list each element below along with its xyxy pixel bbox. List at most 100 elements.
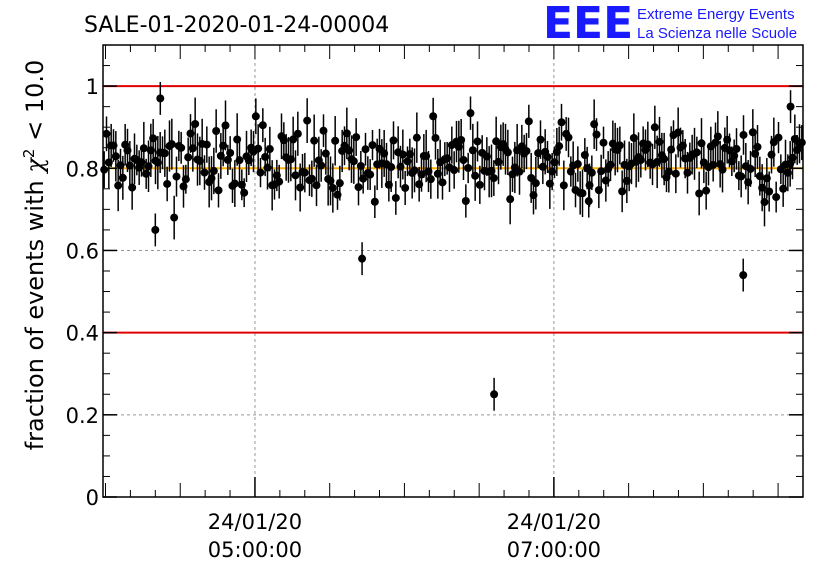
data-point bbox=[235, 156, 244, 165]
data-point bbox=[746, 164, 755, 173]
data-point bbox=[389, 136, 398, 145]
data-point bbox=[352, 133, 361, 142]
data-point bbox=[753, 142, 762, 151]
data-point bbox=[573, 160, 582, 169]
y-tick-label: 0 bbox=[86, 486, 99, 510]
data-point bbox=[230, 179, 239, 188]
x-tick-label-time: 05:00:00 bbox=[208, 538, 302, 562]
data-point bbox=[307, 174, 316, 183]
data-point bbox=[564, 133, 573, 142]
data-point bbox=[160, 149, 169, 158]
data-point bbox=[692, 148, 701, 157]
data-point bbox=[128, 183, 137, 192]
data-point bbox=[300, 168, 309, 177]
data-point bbox=[522, 147, 531, 156]
data-point bbox=[615, 141, 624, 150]
data-point bbox=[366, 170, 375, 179]
data-point bbox=[660, 155, 669, 164]
data-point bbox=[156, 94, 165, 103]
data-point bbox=[587, 168, 596, 177]
data-point bbox=[695, 189, 704, 198]
y-axis-label-suffix: < 10.0 bbox=[21, 60, 49, 149]
data-point bbox=[618, 187, 627, 196]
y-tick-label: 0.2 bbox=[66, 404, 99, 428]
grid bbox=[103, 45, 803, 497]
data-point bbox=[713, 132, 722, 141]
data-point bbox=[275, 177, 284, 186]
data-point bbox=[459, 155, 468, 164]
data-point bbox=[597, 167, 606, 176]
data-point bbox=[765, 187, 774, 196]
data-point bbox=[709, 160, 718, 169]
data-point bbox=[464, 164, 473, 173]
data-point bbox=[450, 166, 459, 175]
data-point bbox=[503, 148, 512, 157]
data-point bbox=[163, 179, 172, 188]
eee-logo: EEE Extreme Energy Events La Scienza nel… bbox=[543, 0, 797, 49]
data-point bbox=[293, 129, 302, 138]
data-point bbox=[387, 163, 396, 172]
data-point bbox=[254, 144, 263, 153]
y-axis-label-superscript: 2 bbox=[20, 149, 38, 159]
data-point bbox=[303, 116, 312, 125]
y-tick-label: 0.4 bbox=[66, 322, 99, 346]
data-point bbox=[200, 168, 209, 177]
data-point bbox=[578, 189, 587, 198]
data-point bbox=[361, 145, 370, 154]
data-point bbox=[317, 161, 326, 170]
data-series bbox=[100, 81, 806, 411]
data-point bbox=[524, 117, 533, 126]
data-point bbox=[557, 118, 566, 127]
data-point bbox=[760, 198, 769, 207]
y-tick-label: 0.6 bbox=[66, 239, 99, 263]
data-point bbox=[102, 129, 111, 138]
data-point bbox=[473, 137, 482, 146]
data-point bbox=[170, 213, 179, 222]
data-point bbox=[202, 140, 211, 149]
data-point bbox=[401, 183, 410, 192]
data-point bbox=[774, 133, 783, 142]
data-point bbox=[515, 167, 524, 176]
data-point bbox=[410, 166, 419, 175]
data-point bbox=[349, 157, 358, 166]
data-point bbox=[531, 179, 540, 188]
data-point bbox=[426, 175, 435, 184]
y-tick-label: 0.8 bbox=[66, 157, 99, 181]
data-point bbox=[172, 172, 181, 181]
y-axis-label: fraction of events with χ2 < 10.0 bbox=[20, 60, 49, 451]
data-point bbox=[732, 144, 741, 153]
data-point bbox=[737, 172, 746, 181]
data-point bbox=[475, 180, 484, 189]
data-point bbox=[772, 193, 781, 202]
data-point bbox=[739, 130, 748, 139]
data-point bbox=[412, 133, 421, 142]
data-point bbox=[643, 140, 652, 149]
data-point bbox=[139, 144, 148, 153]
data-point bbox=[358, 254, 367, 263]
plot-frame bbox=[102, 44, 804, 498]
data-point bbox=[209, 166, 218, 175]
x-tick-label-date: 24/01/20 bbox=[208, 510, 302, 534]
data-point bbox=[490, 390, 499, 399]
reference-lines bbox=[103, 85, 803, 334]
logo-mark: EEE bbox=[543, 0, 633, 49]
data-point bbox=[111, 152, 120, 161]
data-point bbox=[184, 153, 193, 162]
data-point bbox=[191, 119, 200, 128]
data-point bbox=[536, 135, 545, 144]
data-point bbox=[251, 112, 260, 121]
data-point bbox=[310, 136, 319, 145]
data-point bbox=[359, 174, 368, 183]
data-point bbox=[289, 135, 298, 144]
data-point bbox=[391, 193, 400, 202]
data-point bbox=[398, 150, 407, 159]
y-axis-label-prefix: fraction of events with bbox=[21, 173, 49, 451]
data-point bbox=[181, 175, 190, 184]
data-point bbox=[466, 109, 475, 118]
data-point bbox=[594, 186, 603, 195]
data-point bbox=[786, 102, 795, 111]
data-point bbox=[328, 183, 337, 192]
data-point bbox=[555, 142, 564, 151]
data-point bbox=[114, 181, 123, 190]
